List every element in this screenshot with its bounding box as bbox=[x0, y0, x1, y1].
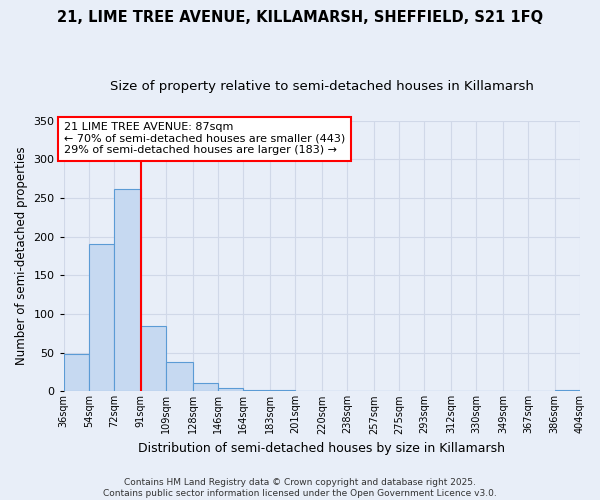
Bar bbox=[141, 326, 166, 392]
Bar bbox=[166, 362, 193, 392]
X-axis label: Distribution of semi-detached houses by size in Killamarsh: Distribution of semi-detached houses by … bbox=[139, 442, 505, 455]
Bar bbox=[193, 383, 218, 392]
Bar bbox=[89, 244, 114, 392]
Bar bbox=[114, 188, 141, 392]
Text: Contains HM Land Registry data © Crown copyright and database right 2025.
Contai: Contains HM Land Registry data © Crown c… bbox=[103, 478, 497, 498]
Bar bbox=[218, 388, 243, 392]
Y-axis label: Number of semi-detached properties: Number of semi-detached properties bbox=[15, 146, 28, 366]
Bar bbox=[555, 390, 580, 392]
Title: Size of property relative to semi-detached houses in Killamarsh: Size of property relative to semi-detach… bbox=[110, 80, 534, 93]
Bar bbox=[270, 390, 295, 392]
Text: 21 LIME TREE AVENUE: 87sqm
← 70% of semi-detached houses are smaller (443)
29% o: 21 LIME TREE AVENUE: 87sqm ← 70% of semi… bbox=[64, 122, 345, 156]
Bar bbox=[243, 390, 270, 392]
Bar bbox=[64, 354, 89, 392]
Text: 21, LIME TREE AVENUE, KILLAMARSH, SHEFFIELD, S21 1FQ: 21, LIME TREE AVENUE, KILLAMARSH, SHEFFI… bbox=[57, 10, 543, 25]
